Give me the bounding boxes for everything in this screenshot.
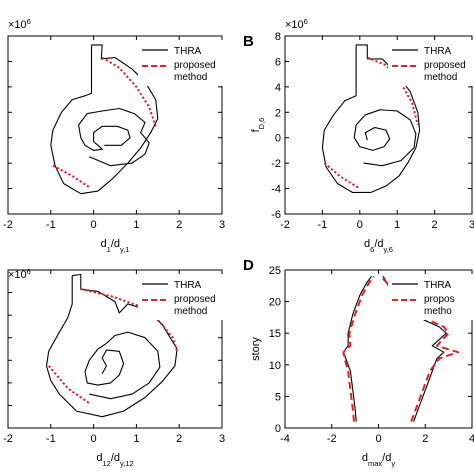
series-group (50, 44, 159, 195)
legend-label-thra: THRA (424, 280, 452, 291)
x-tick-label: 0 (357, 219, 363, 231)
x-tick-label: -1 (46, 219, 56, 231)
thra-line (45, 273, 178, 418)
y-tick-label: 15 (269, 328, 281, 340)
x-tick-label: 1 (133, 219, 139, 231)
thra-line (342, 275, 372, 422)
x-tick-label: -2 (3, 433, 13, 445)
scale-factor: ×106 (285, 17, 308, 32)
legend-box (138, 40, 228, 86)
x-tick-label: 0 (91, 219, 97, 231)
y-axis-label: story (250, 337, 262, 361)
thra-line (78, 107, 150, 167)
y-tick-label: 20 (269, 297, 281, 309)
legend-label-method: method (424, 72, 457, 83)
x-tick-label: 3 (469, 219, 474, 231)
axes-frame (284, 35, 473, 215)
proposed-method-line (366, 56, 419, 126)
legend-label-method: method (174, 72, 207, 83)
y-tick-label: 10 (269, 360, 281, 372)
x-axis-label: d1/dy,1 (101, 238, 130, 254)
y-tick-label: 0 (275, 133, 281, 145)
legend-label-proposed: propos (424, 294, 455, 305)
proposed-method-line (47, 365, 90, 405)
x-tick-label: -4 (280, 433, 290, 445)
legend-label-thra: THRA (174, 280, 202, 291)
thra-line (50, 44, 159, 195)
y-tick-label: 2 (275, 107, 281, 119)
thra-line (353, 109, 417, 167)
x-tick-label: 1 (133, 433, 139, 445)
panel-2: -2 -1 0 1 2 3 -6 -4 -2 0 2 4 6 8 ×106 Bd6/dy,6 fD,6 THRA p… (243, 17, 474, 254)
x-tick-label: 2 (422, 433, 428, 445)
x-axis-label: d12/dy,12 (96, 452, 133, 468)
legend-label-proposed: proposed (174, 60, 216, 71)
y-tick-label: 25 (269, 265, 281, 277)
legend-label-thra: THRA (174, 46, 202, 57)
legend-box (388, 40, 474, 86)
x-tick-label: 3 (219, 433, 225, 445)
y-tick-label: 8 (275, 31, 281, 43)
legend-label-method: metho (424, 306, 452, 317)
legend-box (388, 274, 474, 320)
y-tick-label: 0 (275, 423, 281, 435)
x-tick-label: -2 (327, 433, 337, 445)
y-tick-label: -6 (271, 209, 281, 221)
x-tick-label: -2 (280, 219, 290, 231)
x-tick-label: -2 (3, 219, 13, 231)
axes-frame (7, 35, 223, 215)
proposed-method-line (52, 164, 90, 189)
y-axis-label: fD,6 (250, 118, 266, 133)
x-tick-label: 3 (219, 219, 225, 231)
x-tick-label: -1 (318, 219, 328, 231)
legend-label-method: method (174, 306, 207, 317)
y-tick-label: 6 (275, 56, 281, 68)
legend-box (138, 274, 228, 320)
y-tick-label: -2 (271, 158, 281, 170)
legend-label-proposed: proposed (424, 60, 466, 71)
proposed-method-line (342, 275, 375, 422)
y-tick-label: 5 (275, 391, 281, 403)
x-tick-label: -1 (46, 433, 56, 445)
y-tick-label: -4 (271, 184, 281, 196)
x-tick-label: 2 (176, 219, 182, 231)
proposed-method-line (101, 56, 157, 127)
x-axis-label: d6/dy,6 (364, 238, 393, 254)
legend-label-proposed: proposed (174, 294, 216, 305)
thra-line (84, 331, 161, 400)
legend-label-thra: THRA (424, 46, 452, 57)
x-axis-label: dmax/dy (362, 452, 395, 468)
panel-letter: D (243, 257, 254, 274)
x-tick-label: 2 (176, 433, 182, 445)
x-tick-label: 0 (375, 433, 381, 445)
axes-frame (7, 269, 223, 429)
panel-letter: B (243, 33, 254, 50)
x-tick-label: 1 (394, 219, 400, 231)
y-tick-label: 4 (275, 82, 281, 94)
x-tick-label: 2 (432, 219, 438, 231)
proposed-method-line (323, 162, 361, 190)
scale-factor: ×106 (8, 267, 31, 282)
x-tick-label: 0 (91, 433, 97, 445)
x-tick-label: 4 (469, 433, 474, 445)
scale-factor: ×106 (8, 17, 31, 32)
